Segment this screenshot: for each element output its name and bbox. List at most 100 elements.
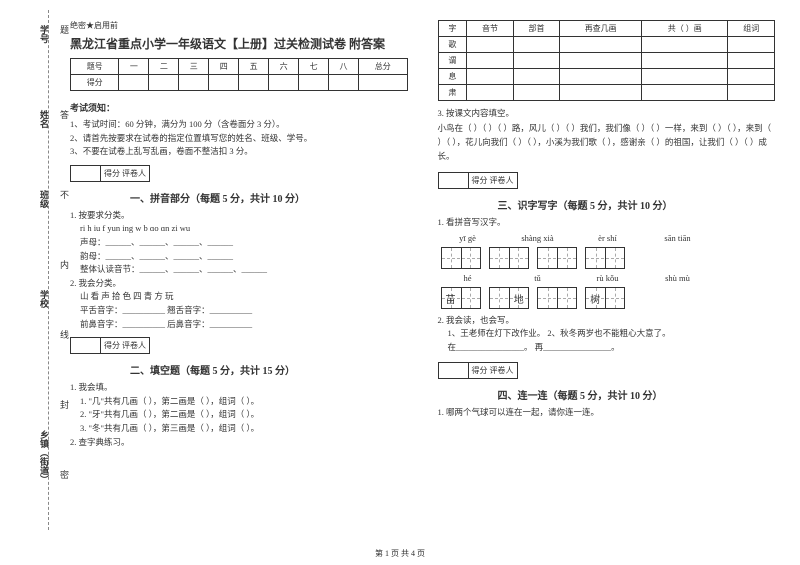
notice-line: 1、考试时间：60 分钟，满分为 100 分（含卷面分 3 分）。 xyxy=(70,118,408,132)
char-box xyxy=(441,247,481,269)
row-char: 谓 xyxy=(438,53,467,69)
s2-q1: 1. 我会填。 xyxy=(70,381,408,395)
pinyin: shàng xià xyxy=(508,233,568,243)
score-table: 题号 一 二 三 四 五 六 七 八 总分 得分 xyxy=(70,58,408,91)
q1-lead: 1. 按要求分类。 xyxy=(70,209,408,223)
seal-mark-2: 答 xyxy=(58,110,71,119)
s3-q2b: 在________________。 再________________。 xyxy=(438,341,776,355)
row-char: 息 xyxy=(438,69,467,85)
th: 部首 xyxy=(513,21,559,37)
pinyin: shù mù xyxy=(648,273,708,283)
pinyin: tǔ xyxy=(508,273,568,283)
notice-line: 3、不要在试卷上乱写乱画，卷面不整洁扣 3 分。 xyxy=(70,145,408,159)
q1-letters: ri h iu f yun ing w b ɑo ɑn zi wu xyxy=(70,222,408,236)
th: 五 xyxy=(239,59,269,75)
prefill: 地 xyxy=(514,291,524,306)
q1-c: 整体认读音节：______、______、______、______ xyxy=(70,263,408,277)
char-box: 树 xyxy=(585,287,625,309)
s2-q1c: 3. "冬"共有几画（ ），第三画是（ ），组词（ ）。 xyxy=(70,422,408,436)
exam-title: 黑龙江省重点小学一年级语文【上册】过关检测试卷 附答案 xyxy=(70,35,408,52)
th: 八 xyxy=(329,59,359,75)
th: 音节 xyxy=(467,21,513,37)
seal-mark-7: 密 xyxy=(58,470,71,479)
section-2-title: 二、填空题（每题 5 分，共计 15 分） xyxy=(130,362,408,377)
pinyin-row-2: hé tǔ rù kǒu shù mù xyxy=(438,273,776,283)
th: 题号 xyxy=(71,59,119,75)
q3-text: 小鸟在（ ）（ ）（ ）路，风儿（ ）（ ）我们，我们像（ ）（ ）一样，来到（… xyxy=(438,121,776,164)
right-column: 字 音节 部首 再查几画 共（ ）画 组词 歌 谓 息 肃 3. 按课文内容填空… xyxy=(438,20,776,449)
pinyin: yī gè xyxy=(438,233,498,243)
left-column: 绝密★启用前 黑龙江省重点小学一年级语文【上册】过关检测试卷 附答案 题号 一 … xyxy=(70,20,408,449)
char-box: 地 xyxy=(489,287,529,309)
char-box xyxy=(489,247,529,269)
row-char: 歌 xyxy=(438,37,467,53)
secret-label: 绝密★启用前 xyxy=(70,20,408,31)
pinyin-row-1: yī gè shàng xià èr shí sān tiān xyxy=(438,233,776,243)
pinyin: sān tiān xyxy=(648,233,708,243)
char-box xyxy=(537,247,577,269)
q1-a: 声母：______、______、______、______ xyxy=(70,236,408,250)
s2-q2: 2. 查字典练习。 xyxy=(70,436,408,450)
prefill: 树 xyxy=(590,291,600,306)
score-box: 得分 评卷人 xyxy=(70,337,150,354)
notice-title: 考试须知： xyxy=(70,101,408,114)
page-content: 绝密★启用前 黑龙江省重点小学一年级语文【上册】过关检测试卷 附答案 题号 一 … xyxy=(0,0,800,459)
section-3-title: 三、识字写字（每题 5 分，共计 10 分） xyxy=(498,197,776,212)
label-school: 学校 xyxy=(38,290,51,308)
grid-row-2: 苗 地 树 xyxy=(438,286,776,310)
pinyin: èr shí xyxy=(578,233,638,243)
seal-mark-5: 线 xyxy=(58,330,71,339)
s3-q1: 1. 看拼音写汉字。 xyxy=(438,216,776,230)
th: 总分 xyxy=(359,59,407,75)
char-box xyxy=(537,287,577,309)
char-box: 苗 xyxy=(441,287,481,309)
th: 二 xyxy=(149,59,179,75)
prefill: 苗 xyxy=(446,291,456,306)
label-town: 乡镇（街道） xyxy=(38,430,51,484)
th: 组词 xyxy=(728,21,775,37)
q2-lead: 2. 我会分类。 xyxy=(70,277,408,291)
th: 一 xyxy=(119,59,149,75)
seal-mark-6: 封 xyxy=(58,400,71,409)
seal-line xyxy=(48,10,49,530)
th: 再查几画 xyxy=(560,21,642,37)
label-class: 班级 xyxy=(38,190,51,208)
q3-lead: 3. 按课文内容填空。 xyxy=(438,107,776,121)
label-name: 姓名 xyxy=(38,110,51,128)
notice-line: 2、请首先按要求在试卷的指定位置填写您的姓名、班级、学号。 xyxy=(70,132,408,146)
seal-mark-4: 内 xyxy=(58,260,71,269)
q2-a: 平舌音字：__________ 翘舌音字：__________ xyxy=(70,304,408,318)
score-box: 得分 评卷人 xyxy=(70,165,150,182)
th: 三 xyxy=(179,59,209,75)
grid-row-1 xyxy=(438,246,776,270)
char-table: 字 音节 部首 再查几画 共（ ）画 组词 歌 谓 息 肃 xyxy=(438,20,776,101)
row-char: 肃 xyxy=(438,85,467,101)
pinyin: hé xyxy=(438,273,498,283)
score-box: 得分 评卷人 xyxy=(438,172,518,189)
q1-b: 韵母：______、______、______、______ xyxy=(70,250,408,264)
seal-mark-3: 不 xyxy=(58,190,71,199)
s3-q2a: 1、王老师在灯下改作业。 2、秋冬两岁也不能粗心大意了。 xyxy=(438,327,776,341)
score-head-label: 得分 评卷人 xyxy=(468,172,517,188)
th: 共（ ）画 xyxy=(642,21,728,37)
q2-words: 山 看 声 拾 色 四 青 方 玩 xyxy=(70,290,408,304)
q2-b: 前鼻音字：__________ 后鼻音字：__________ xyxy=(70,318,408,332)
th: 六 xyxy=(269,59,299,75)
score-head-label: 得分 评卷人 xyxy=(101,165,150,181)
section-4-title: 四、连一连（每题 5 分，共计 10 分） xyxy=(498,387,776,402)
section-1-title: 一、拼音部分（每题 5 分，共计 10 分） xyxy=(130,190,408,205)
score-box: 得分 评卷人 xyxy=(438,362,518,379)
char-box xyxy=(585,247,625,269)
seal-mark-1: 题 xyxy=(58,25,71,34)
binding-margin: 学号 姓名 班级 学校 乡镇（街道） 题 答 不 内 线 封 密 xyxy=(8,0,63,535)
s2-q1a: 1. "几"共有几画（ ），第二画是（ ），组词（ ）。 xyxy=(70,395,408,409)
row-label: 得分 xyxy=(71,75,119,91)
th: 字 xyxy=(438,21,467,37)
label-student-no: 学号 xyxy=(38,25,51,43)
th: 七 xyxy=(299,59,329,75)
s3-q2: 2. 我会读，也会写。 xyxy=(438,314,776,328)
th: 四 xyxy=(209,59,239,75)
pinyin: rù kǒu xyxy=(578,273,638,283)
page-footer: 第 1 页 共 4 页 xyxy=(0,548,800,559)
s2-q1b: 2. "牙"共有几画（ ），第二画是（ ），组词（ ）。 xyxy=(70,408,408,422)
